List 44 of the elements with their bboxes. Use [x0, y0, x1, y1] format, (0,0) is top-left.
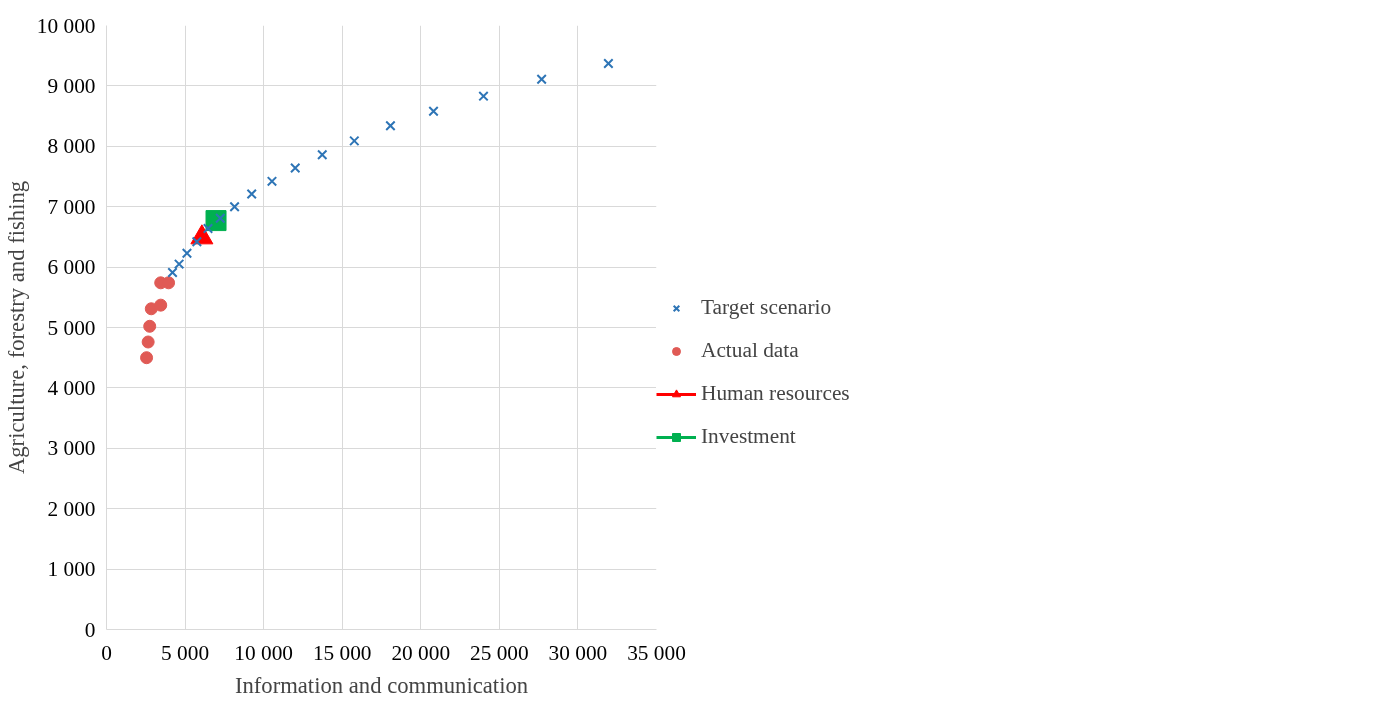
x-tick-label: 0: [101, 640, 112, 665]
x-tick-label: 30 000: [548, 640, 608, 665]
point: [140, 351, 154, 365]
point: [173, 258, 185, 270]
x-tick-label: 25 000: [470, 640, 529, 665]
y-axis-title: Agriculture, forestry and fishing: [3, 180, 29, 475]
x-axis-title: Information and communication: [234, 672, 529, 698]
point: [289, 162, 301, 174]
point: [478, 90, 489, 102]
y-tick-label: 5 000: [47, 315, 96, 340]
point: [162, 276, 176, 290]
y-tick-label: 3 000: [47, 436, 96, 461]
legend-label: Target scenario: [701, 295, 832, 320]
y-tick-label: 6 000: [47, 255, 96, 280]
legend-label: Investment: [701, 424, 796, 449]
y-tick-label: 4 000: [47, 375, 96, 400]
point: [246, 188, 257, 200]
y-tick-label: 1 000: [47, 557, 96, 582]
point: [141, 335, 155, 349]
legend-label: Actual data: [701, 338, 799, 363]
y-tick-label: 7 000: [47, 194, 96, 219]
y-tick-label: 9 000: [47, 73, 96, 98]
point: [317, 149, 328, 160]
x-tick-label: 5 000: [161, 640, 210, 665]
y-tick-label: 0: [84, 617, 96, 642]
point: [229, 201, 240, 212]
x-tick-label: 20 000: [391, 640, 451, 665]
point: [536, 74, 547, 85]
point: [143, 319, 157, 333]
y-tick-label: 2 000: [47, 496, 96, 521]
point: [428, 106, 439, 117]
point: [266, 176, 278, 187]
legend-label: Human resources: [701, 381, 850, 406]
point: [603, 58, 614, 69]
x-tick-label: 15 000: [312, 640, 372, 665]
x-tick-label: 10 000: [234, 640, 293, 665]
point: [154, 298, 168, 312]
y-tick-label: 10 000: [36, 13, 96, 38]
point: [167, 267, 178, 278]
y-tick-label: 8 000: [47, 134, 96, 159]
x-tick-label: 35 000: [627, 640, 686, 665]
point: [181, 247, 193, 259]
point: [385, 120, 396, 132]
point: [349, 135, 360, 147]
